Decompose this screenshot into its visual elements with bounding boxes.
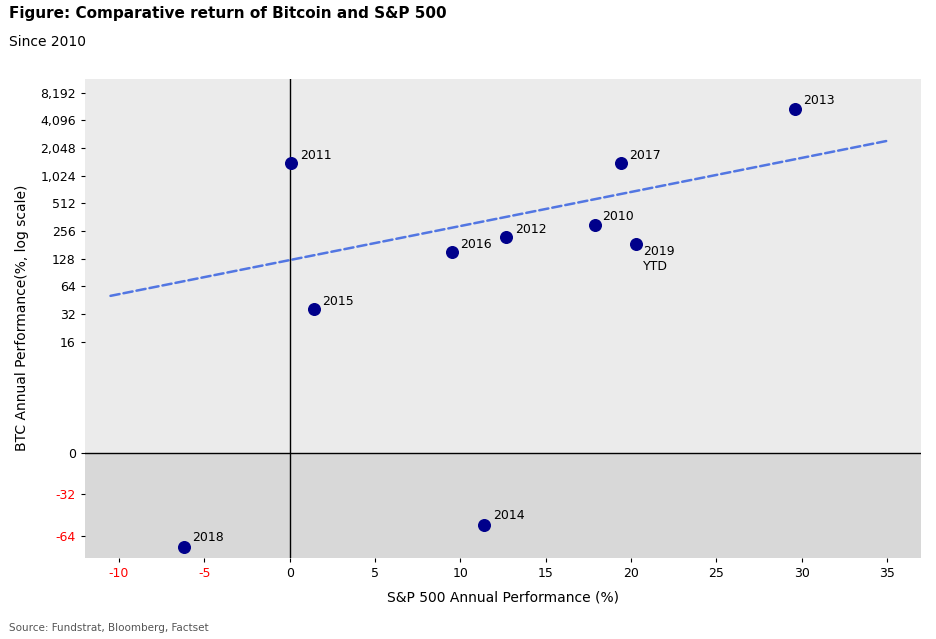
X-axis label: S&P 500 Annual Performance (%): S&P 500 Annual Performance (%) <box>387 591 619 605</box>
Text: 2017: 2017 <box>629 149 661 162</box>
Text: 2013: 2013 <box>803 95 835 107</box>
Point <box>787 104 802 114</box>
Point <box>176 542 191 552</box>
Text: 2019
YTD: 2019 YTD <box>643 245 675 273</box>
Text: 2014: 2014 <box>492 509 524 523</box>
Point <box>499 232 514 242</box>
Point <box>284 158 299 169</box>
Point <box>306 304 321 314</box>
Point <box>476 520 491 530</box>
Point <box>445 247 460 258</box>
Y-axis label: BTC Annual Performance(%, log scale): BTC Annual Performance(%, log scale) <box>15 185 29 452</box>
Text: 2015: 2015 <box>322 295 354 308</box>
Text: Source: Fundstrat, Bloomberg, Factset: Source: Fundstrat, Bloomberg, Factset <box>9 622 209 633</box>
Text: Figure: Comparative return of Bitcoin and S&P 500: Figure: Comparative return of Bitcoin an… <box>9 6 447 21</box>
Text: Since 2010: Since 2010 <box>9 35 86 49</box>
Text: 2011: 2011 <box>300 149 331 162</box>
Point <box>629 239 644 249</box>
Bar <box>85 452 921 558</box>
Point <box>613 158 628 169</box>
Text: 2018: 2018 <box>193 532 224 544</box>
Text: 2010: 2010 <box>602 210 634 224</box>
Text: 2016: 2016 <box>461 238 492 251</box>
Text: 2012: 2012 <box>515 223 547 236</box>
Point <box>588 220 603 230</box>
